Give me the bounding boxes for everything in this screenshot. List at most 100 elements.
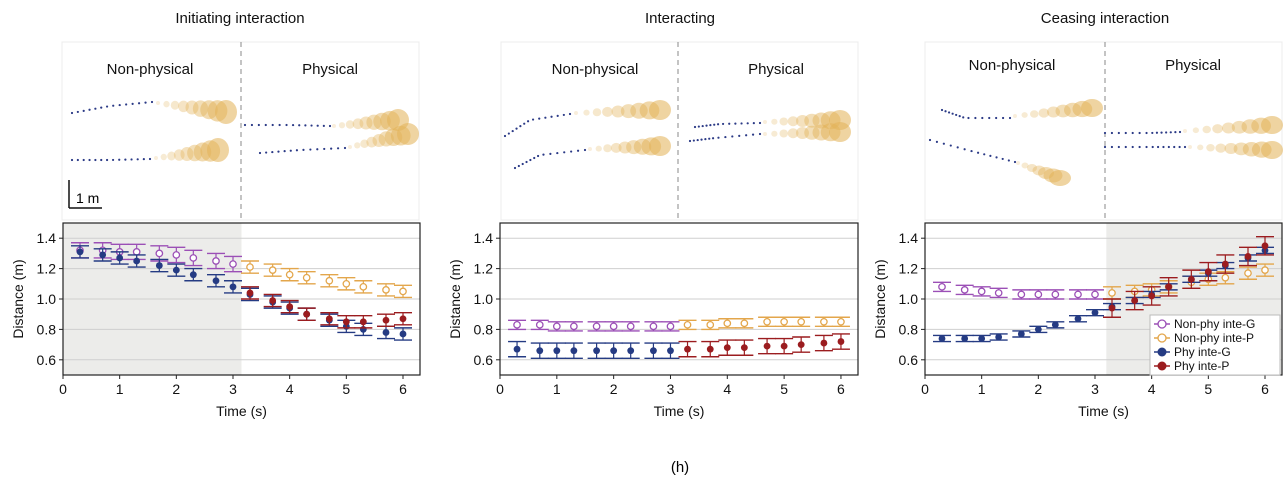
trajectory-dot [696, 138, 699, 142]
data-point [763, 342, 771, 350]
trajectory-dot [525, 160, 528, 164]
agent-silhouette [154, 156, 158, 160]
trajectory-dot [136, 158, 139, 161]
series-nonphy_g [933, 281, 1104, 300]
agent-silhouette [1222, 122, 1235, 134]
panel-3-title: Ceasing interaction [1041, 10, 1169, 27]
x-tick-label: 3 [229, 381, 237, 397]
data-point [610, 347, 618, 355]
data-point [246, 289, 254, 297]
agent-silhouette [1233, 142, 1249, 156]
legend-label: Non-phy inte-G [1174, 317, 1255, 331]
data-point [1108, 289, 1116, 297]
data-point [359, 318, 367, 326]
agent-silhouette [618, 141, 632, 154]
data-point [977, 287, 986, 296]
trajectory-dot [322, 124, 325, 127]
series-nonphy_p [241, 260, 412, 299]
y-tick-label: 0.8 [474, 321, 494, 337]
data-point [382, 329, 390, 336]
trajectory-dot [285, 123, 288, 127]
x-tick-label: 4 [1148, 381, 1156, 397]
trajectory-dot [563, 151, 566, 154]
data-point [1165, 283, 1173, 291]
data-point [592, 322, 601, 331]
y-tick-label: 1.0 [37, 291, 57, 307]
scale-bar-label: 1 m [76, 190, 99, 206]
trajectory-dot [1160, 131, 1163, 134]
legend-label: Non-phy inte-P [1174, 331, 1254, 345]
trajectory-dot [1110, 131, 1114, 135]
y-tick-label: 0.8 [899, 321, 919, 337]
agent-silhouette [1188, 145, 1192, 149]
y-tick-label: 1.2 [899, 261, 919, 277]
agent-silhouette [352, 118, 364, 130]
data-point [706, 345, 714, 353]
data-point [359, 282, 368, 291]
trajectory-dot [538, 117, 541, 120]
trajectory-dot [94, 158, 97, 162]
chart-interacting: 0.6 0.8 1.0 1.2 1.4 0 1 2 3 4 5 6 Time (s) Distance (… [447, 222, 859, 419]
trajectory-dot [125, 103, 128, 106]
agent-silhouette [610, 142, 622, 153]
data-point [667, 347, 674, 355]
trajectory-dot [511, 129, 514, 133]
trajectory-dot [289, 149, 292, 152]
agent-silhouette [173, 149, 185, 161]
data-point [1221, 260, 1229, 268]
data-point [1091, 290, 1099, 299]
trajectory-dot [1131, 131, 1134, 135]
trajectory-dot [328, 124, 332, 128]
trajectory-dot [995, 116, 998, 120]
data-point [763, 317, 771, 326]
trajectory-dot [124, 158, 127, 161]
series-phy_p [678, 333, 850, 358]
trajectory-dot [970, 149, 973, 153]
agent-silhouette [1013, 114, 1017, 118]
data-point [740, 344, 748, 352]
trajectory-dot [751, 133, 755, 136]
trajectory-dot [343, 146, 347, 150]
trajectory-dot [533, 156, 536, 160]
trajectory-dot [942, 142, 945, 145]
trajectory-dot [995, 156, 998, 159]
trajectory-dot [693, 125, 697, 129]
agent-silhouette [804, 125, 820, 140]
agent-silhouette [192, 100, 209, 117]
trajectory-dot [503, 134, 507, 138]
trajectory-dot [1151, 145, 1154, 149]
agent-silhouette [1055, 104, 1071, 118]
agent-silhouette [649, 136, 671, 156]
data-point [780, 317, 788, 326]
agent-silhouette [160, 153, 167, 161]
trajectory-dot [1178, 145, 1181, 149]
trajectory-dot [956, 146, 959, 149]
data-point [684, 345, 691, 353]
data-point [723, 319, 732, 328]
trajectory-dot [701, 124, 704, 128]
trajectory-dot [928, 138, 932, 142]
trajectory-dot [507, 132, 510, 135]
data-point [797, 317, 806, 326]
trajectory-dot [131, 102, 134, 105]
x-tick-label: 5 [780, 381, 788, 397]
trajectory-dot [940, 108, 944, 112]
trajectory-dot [1155, 131, 1159, 134]
data-point [683, 320, 692, 329]
data-point [76, 248, 84, 256]
agent-silhouette [779, 129, 788, 138]
trajectory-dot [746, 122, 749, 125]
x-tick-label: 3 [667, 381, 675, 397]
data-point [723, 344, 731, 352]
region-label-physical-1: Physical [302, 61, 358, 78]
agent-silhouette [1231, 120, 1247, 134]
trajectory-dot [704, 138, 707, 141]
trajectory-dot [148, 157, 152, 161]
x-tick-label: 0 [921, 381, 929, 397]
agent-silhouette [156, 101, 160, 105]
data-point [978, 335, 986, 342]
agent-silhouette [592, 108, 602, 117]
trajectory-dot [1131, 145, 1134, 149]
